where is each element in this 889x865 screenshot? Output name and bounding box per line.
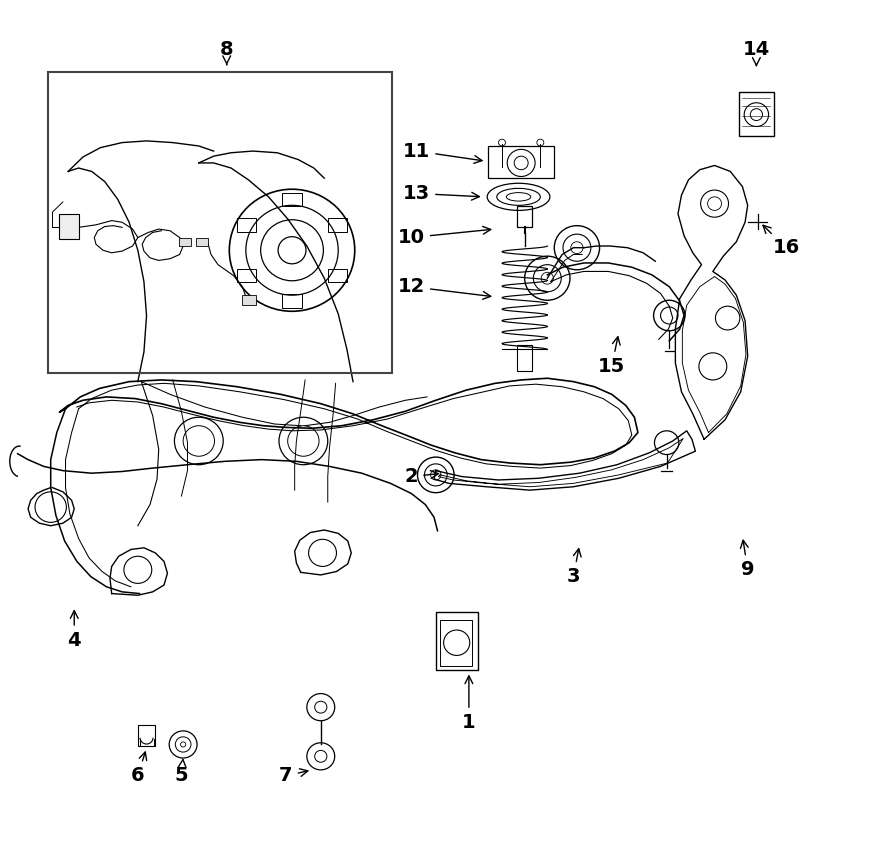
Bar [739,92,773,136]
Bar [48,72,392,373]
Text: 3: 3 [566,548,581,586]
Bar [237,269,256,283]
Text: 15: 15 [598,336,625,376]
Bar [138,725,156,746]
Bar [436,612,477,670]
Bar [283,294,301,308]
Text: 14: 14 [743,40,770,66]
Text: 11: 11 [403,142,482,163]
Bar [179,238,191,246]
Text: 4: 4 [68,611,81,650]
Text: 5: 5 [174,759,188,785]
Text: 12: 12 [397,277,491,299]
Text: 13: 13 [403,184,479,203]
Text: 16: 16 [763,225,799,257]
Bar [517,345,533,370]
Bar [517,206,533,227]
Text: 1: 1 [462,676,476,732]
Bar [196,238,208,246]
Text: 10: 10 [398,227,491,247]
Bar [488,146,554,178]
Text: 2: 2 [404,467,438,486]
Text: 8: 8 [220,40,234,65]
Bar [237,218,256,232]
Text: 9: 9 [741,541,755,580]
Bar [328,218,347,232]
Bar [283,193,301,206]
Text: 7: 7 [279,766,308,785]
Bar [243,295,256,305]
Bar [328,269,347,283]
Bar [60,214,78,240]
Bar [440,620,471,666]
Text: 6: 6 [131,752,147,785]
